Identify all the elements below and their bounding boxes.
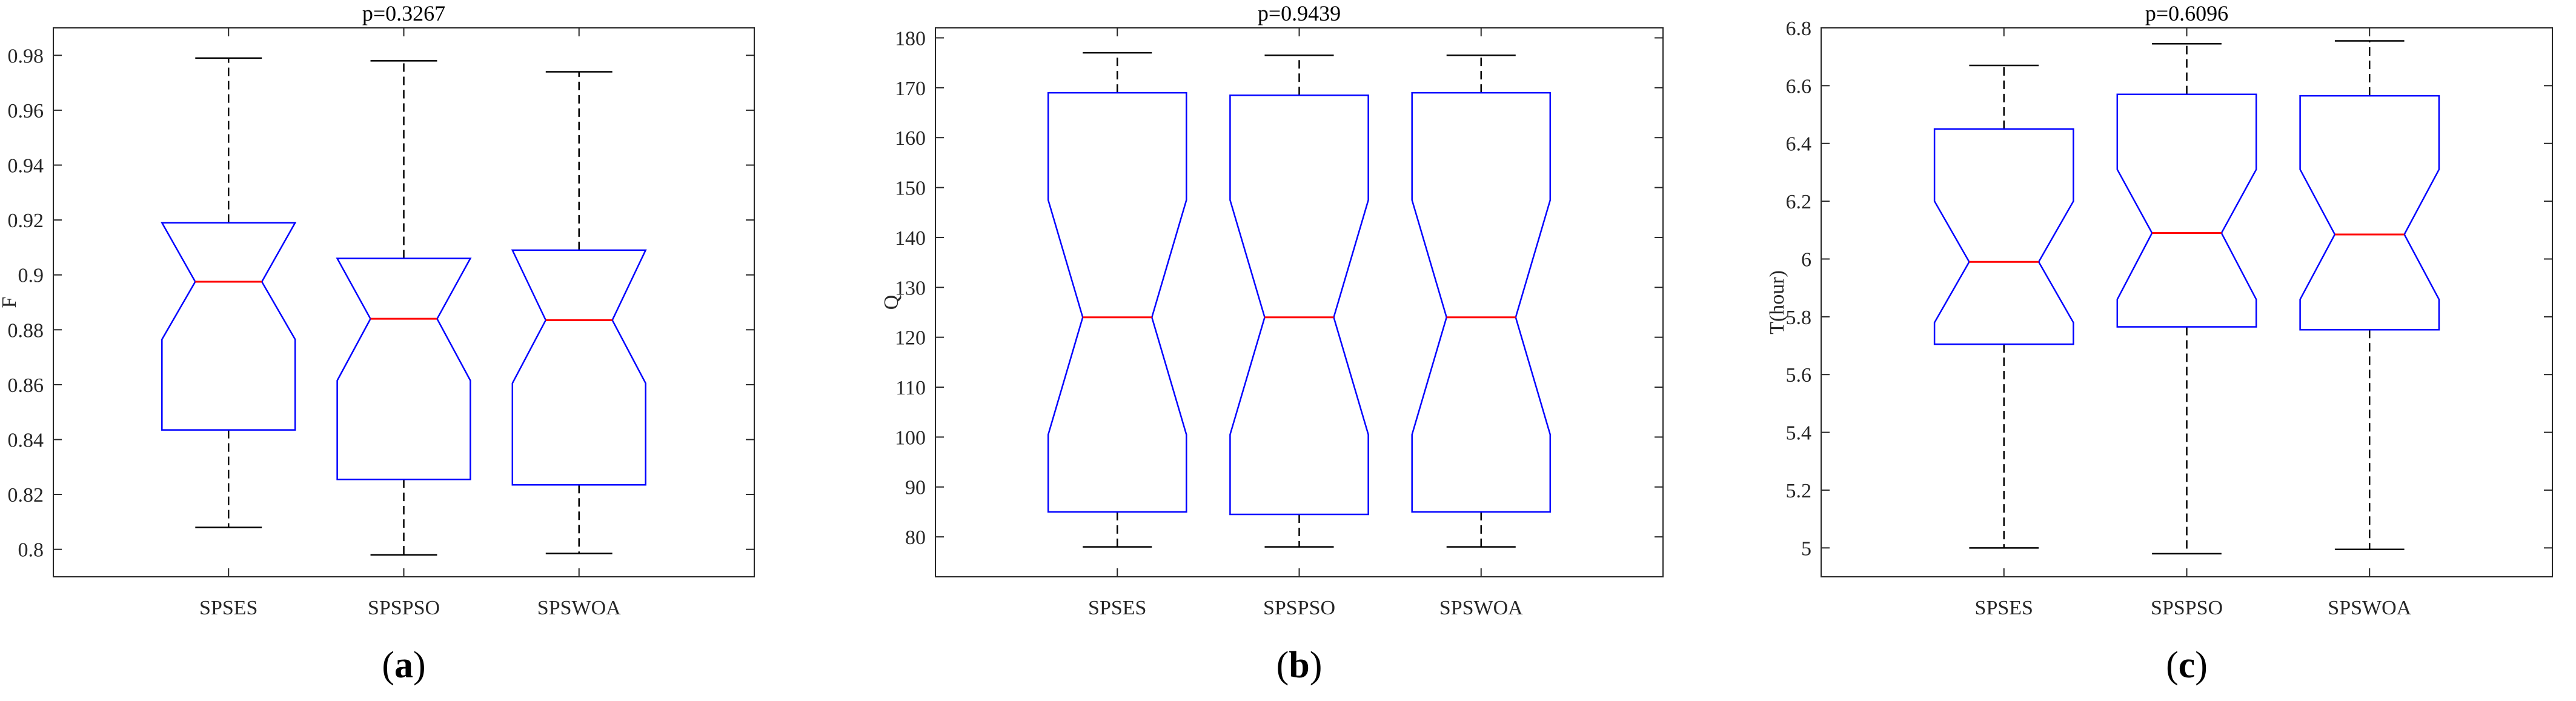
boxes bbox=[1933, 40, 2440, 555]
panel-caption: (b) bbox=[1276, 645, 1323, 686]
x-tick-label: SPSES bbox=[1088, 597, 1146, 619]
y-axis-label: F bbox=[0, 297, 21, 308]
notched-box bbox=[1933, 128, 2074, 345]
y-tick-label: 100 bbox=[895, 427, 926, 449]
panel-caption: (a) bbox=[382, 645, 425, 686]
y-axis-ticks: 0.8 0.82 0.84 0.86 0.88 0.9 0.92 0.94 0.96 0.98 bbox=[8, 45, 754, 562]
x-tick-label: SPSPSO bbox=[2151, 597, 2223, 619]
y-tick-label: 0.88 bbox=[8, 319, 44, 342]
x-tick-label: SPSES bbox=[1975, 597, 2033, 619]
y-tick-label: 5.2 bbox=[1786, 480, 1812, 502]
notched-box bbox=[2299, 95, 2440, 331]
box-spses bbox=[1047, 51, 1187, 548]
notched-box bbox=[1411, 91, 1552, 513]
y-tick-label: 90 bbox=[905, 477, 926, 499]
y-tick-label: 0.92 bbox=[8, 210, 44, 232]
notched-box bbox=[511, 249, 647, 486]
y-tick-label: 0.96 bbox=[8, 100, 44, 122]
box-spswoa bbox=[1411, 55, 1552, 548]
caption-open-paren: ( bbox=[2166, 645, 2179, 686]
x-tick-label: SPSPSO bbox=[1263, 597, 1335, 619]
y-tick-label: 5 bbox=[1801, 537, 1811, 560]
y-axis-ticks: 5 5.2 5.4 5.6 5.8 6 6.2 6.4 6.6 6.8 bbox=[1786, 18, 2552, 560]
y-tick-label: 110 bbox=[895, 377, 926, 399]
y-tick-label: 0.98 bbox=[8, 45, 44, 67]
x-tick-label: SPSWOA bbox=[537, 597, 621, 619]
caption-close-paren: ) bbox=[413, 645, 426, 686]
y-tick-label: 0.84 bbox=[8, 430, 44, 452]
caption-open-paren: ( bbox=[382, 645, 394, 686]
y-tick-label: 6.2 bbox=[1786, 191, 1812, 213]
notched-box bbox=[1047, 91, 1187, 513]
caption-letter: a bbox=[394, 645, 413, 686]
y-tick-label: 6.6 bbox=[1786, 75, 1812, 98]
x-axis-labels: SPSES SPSPSO SPSWOA bbox=[199, 28, 621, 619]
chart-panel-a: 0.8 0.82 0.84 0.86 0.88 0.9 0.92 0.94 0.96 0.98 S… bbox=[0, 1, 755, 686]
y-tick-label: 160 bbox=[895, 127, 926, 150]
y-tick-label: 0.9 bbox=[18, 265, 44, 287]
y-axis-label: Q bbox=[880, 295, 903, 310]
box-spswoa bbox=[511, 71, 647, 554]
chart-title: p=0.9439 bbox=[1258, 1, 1341, 25]
boxes bbox=[161, 57, 647, 556]
box-spspso bbox=[1229, 55, 1369, 548]
notched-box bbox=[2116, 93, 2257, 328]
y-tick-label: 5.6 bbox=[1786, 364, 1812, 387]
y-tick-label: 5.4 bbox=[1786, 422, 1812, 445]
caption-letter: b bbox=[1289, 645, 1309, 686]
notched-box bbox=[336, 257, 472, 480]
x-axis-labels: SPSES SPSPSO SPSWOA bbox=[1975, 28, 2412, 619]
chart-title: p=0.3267 bbox=[362, 1, 445, 25]
notched-box bbox=[1229, 94, 1369, 516]
y-tick-label: 150 bbox=[895, 178, 926, 200]
y-tick-label: 140 bbox=[895, 227, 926, 250]
y-tick-label: 80 bbox=[905, 527, 926, 549]
notched-box bbox=[161, 222, 297, 431]
y-axis-ticks: 80 90 100 110 120 130 140 150 160 170 180 bbox=[895, 27, 1663, 549]
box-spswoa bbox=[2299, 40, 2440, 550]
x-tick-label: SPSWOA bbox=[2328, 597, 2411, 619]
caption-letter: c bbox=[2179, 645, 2196, 686]
chart-panel-c: 55.25.45.65.866.26.46.66.8 SPSES SPSPSO SP… bbox=[1766, 1, 2553, 686]
y-tick-label: 0.86 bbox=[8, 374, 44, 397]
x-axis-labels: SPSES SPSPSO SPSWOA bbox=[1088, 28, 1523, 619]
box-spses bbox=[1933, 64, 2074, 549]
caption-open-paren: ( bbox=[1276, 645, 1289, 686]
boxes bbox=[1047, 51, 1552, 548]
caption-close-paren: ) bbox=[1310, 645, 1323, 686]
caption-close-paren: ) bbox=[2195, 645, 2208, 686]
y-tick-label: 6.8 bbox=[1786, 18, 1812, 40]
y-axis-label: T(hour) bbox=[1766, 270, 1788, 334]
y-tick-label: 130 bbox=[895, 277, 926, 299]
y-tick-label: 5.8 bbox=[1786, 307, 1812, 329]
x-tick-label: SPSES bbox=[199, 597, 257, 619]
box-spspso bbox=[2116, 42, 2257, 555]
y-tick-label: 0.82 bbox=[8, 484, 44, 507]
y-tick-label: 6 bbox=[1801, 248, 1811, 271]
y-tick-label: 6.4 bbox=[1786, 133, 1812, 156]
chart-title: p=0.6096 bbox=[2145, 1, 2228, 25]
x-tick-label: SPSWOA bbox=[1439, 597, 1523, 619]
box-spses bbox=[161, 57, 297, 528]
box-spspso bbox=[336, 60, 472, 556]
y-tick-label: 120 bbox=[895, 327, 926, 350]
y-tick-label: 180 bbox=[895, 27, 926, 50]
panel-caption: (c) bbox=[2166, 645, 2208, 686]
y-tick-label: 0.8 bbox=[18, 539, 44, 562]
y-tick-label: 0.94 bbox=[8, 155, 44, 178]
y-tick-label: 170 bbox=[895, 78, 926, 100]
x-tick-label: SPSPSO bbox=[368, 597, 440, 619]
